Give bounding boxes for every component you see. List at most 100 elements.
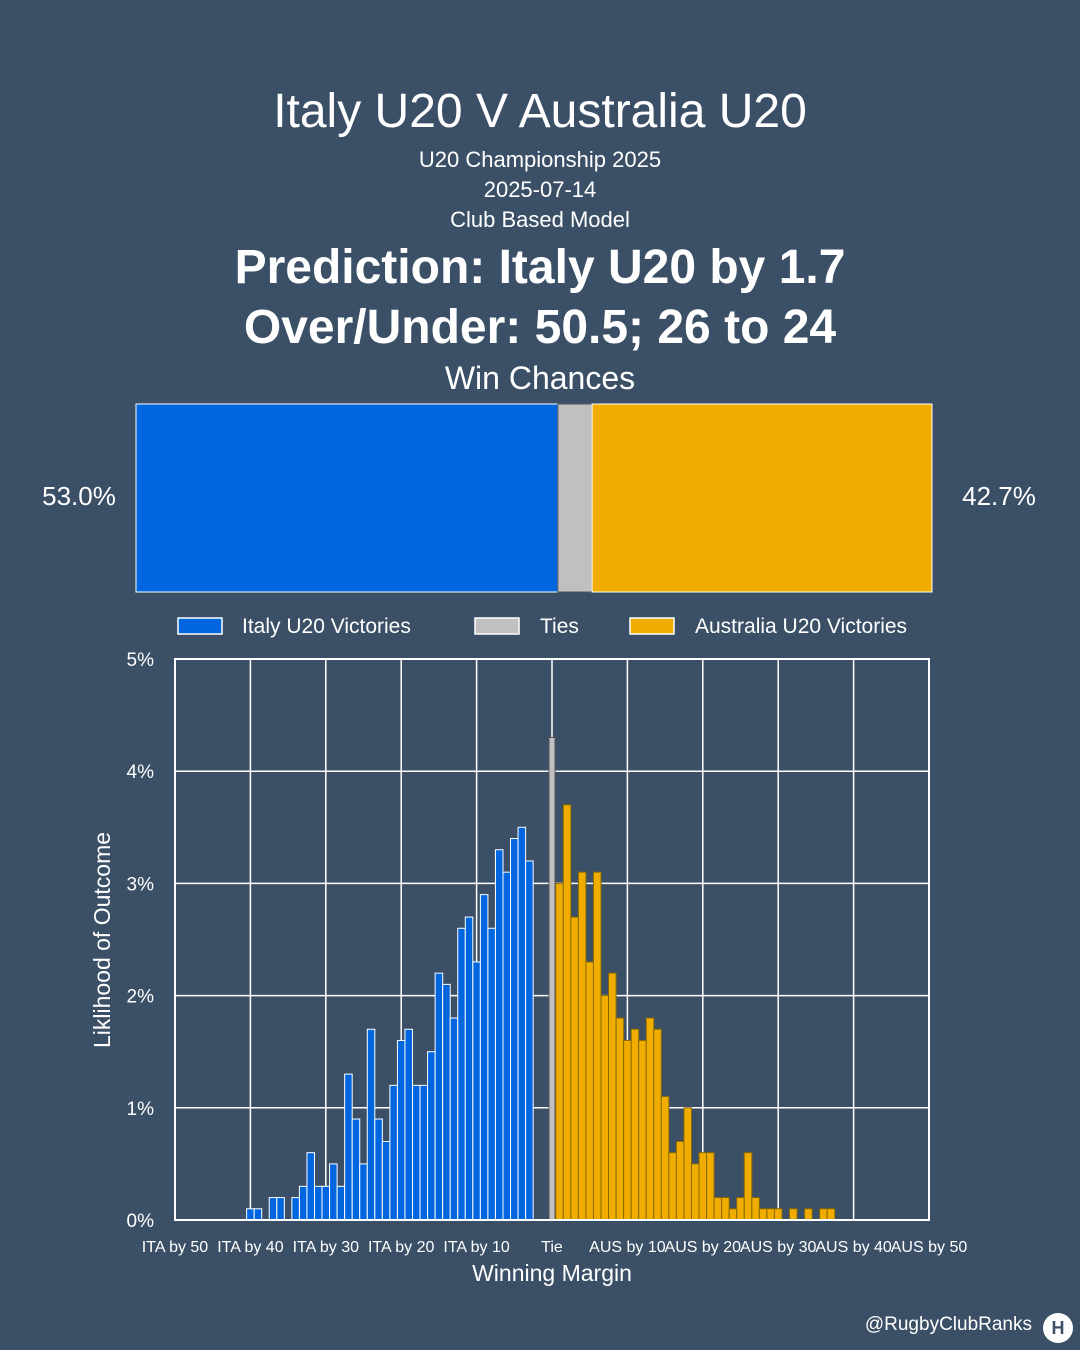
x-tick-label: AUS by 10	[589, 1239, 666, 1256]
histogram-bar	[510, 838, 519, 1221]
histogram-bar	[555, 882, 564, 1221]
histogram-bar	[268, 1197, 278, 1221]
y-tick-label: 3%	[127, 874, 155, 895]
histogram-bar	[721, 1197, 730, 1221]
histogram-bar	[789, 1208, 798, 1221]
histogram-bar	[298, 1185, 308, 1221]
histogram-bar	[826, 1208, 836, 1221]
histogram-bar	[577, 871, 587, 1221]
chart-title: Italy U20 V Australia U20	[273, 85, 807, 138]
histogram-bar	[743, 1152, 753, 1221]
histogram-bar	[758, 1208, 768, 1221]
histogram-bar	[623, 1039, 632, 1221]
legend-label-home: Italy U20 Victories	[242, 615, 411, 638]
histogram-bar	[313, 1185, 323, 1221]
histogram-bar	[449, 1017, 459, 1221]
histogram-bar	[773, 1208, 783, 1221]
histogram-bar	[615, 1017, 625, 1221]
histogram-bar	[344, 1073, 353, 1221]
histogram-bar	[548, 737, 556, 1221]
x-axis-ticks: ITA by 50 ITA by 40 ITA by 30 ITA by 20 ITA …	[142, 1239, 968, 1256]
x-tick-label: ITA by 10	[443, 1239, 510, 1256]
model-label: Club Based Model	[450, 207, 630, 232]
histogram-bar	[336, 1185, 346, 1221]
x-tick-label: AUS by 30	[740, 1239, 817, 1256]
histogram-bar	[592, 871, 602, 1221]
histogram-bar	[366, 1028, 376, 1221]
home-win-pct: 53.0%	[42, 481, 116, 511]
win-chances-bar	[135, 403, 933, 593]
histogram-bar	[306, 1152, 315, 1221]
over-under-text: Over/Under: 50.5; 26 to 24	[243, 301, 837, 354]
histogram-bar	[698, 1152, 708, 1221]
histogram-bar	[253, 1208, 263, 1221]
histogram-bar	[736, 1197, 745, 1221]
y-tick-label: 4%	[127, 762, 155, 783]
legend-swatch-tie	[474, 617, 520, 635]
histogram-bar	[562, 804, 572, 1221]
legend-swatch-home	[177, 617, 223, 635]
histogram-bar	[653, 1028, 662, 1221]
x-tick-label: ITA by 50	[142, 1239, 209, 1256]
win-bar-away	[591, 403, 933, 593]
histogram-bar	[683, 1107, 692, 1221]
histogram-bar	[329, 1163, 338, 1221]
histogram-bar	[472, 961, 481, 1221]
x-tick-label: ITA by 20	[368, 1239, 435, 1256]
histogram-bar	[819, 1208, 828, 1221]
legend-swatch-away	[629, 617, 675, 635]
prediction-text: Prediction: Italy U20 by 1.7	[234, 241, 846, 294]
histogram-bar	[690, 1163, 700, 1221]
histogram-bar	[427, 1051, 436, 1221]
histogram-bar	[728, 1208, 738, 1221]
histogram-bar	[381, 1140, 391, 1221]
y-axis-label: Liklihood of Outcome	[89, 832, 115, 1048]
histogram-bar	[359, 1163, 368, 1221]
histogram-bar	[766, 1208, 775, 1221]
histogram-bar	[608, 972, 617, 1221]
histogram-bar	[321, 1185, 331, 1221]
x-tick-label: AUS by 20	[665, 1239, 742, 1256]
histogram-bar	[517, 826, 527, 1221]
legend: Italy U20 Victories Ties Australia U20 V…	[177, 615, 907, 638]
competition-label: U20 Championship 2025	[418, 147, 662, 172]
histogram-bar	[291, 1197, 300, 1221]
histogram-bar	[351, 1118, 361, 1221]
histogram-bar	[706, 1152, 715, 1221]
histogram-bar	[585, 961, 594, 1221]
x-tick-label: Tie	[541, 1239, 563, 1256]
y-tick-label: 1%	[127, 1099, 155, 1120]
legend-label-away: Australia U20 Victories	[695, 615, 907, 638]
histogram-bar	[419, 1084, 429, 1221]
match-date: 2025-07-14	[483, 177, 597, 202]
histogram-bar	[570, 916, 579, 1221]
histogram-bar	[479, 894, 489, 1221]
histogram-bar	[600, 995, 610, 1221]
histogram-bar	[713, 1197, 723, 1221]
histogram-bar	[276, 1197, 285, 1221]
win-chances-title: Win Chances	[444, 360, 636, 396]
y-tick-label: 5%	[127, 650, 155, 671]
histogram-bar	[804, 1208, 813, 1221]
histogram-bar	[668, 1152, 677, 1221]
histogram-bar	[487, 927, 496, 1221]
histogram-bar	[494, 849, 504, 1221]
histogram-bar	[442, 983, 451, 1221]
x-tick-label: AUS by 50	[891, 1239, 968, 1256]
histogram-bar	[246, 1208, 255, 1221]
rugby-posts-icon: H	[1043, 1313, 1073, 1343]
histogram-bar	[638, 1039, 647, 1221]
y-tick-label: 0%	[127, 1211, 155, 1232]
win-bar-home	[135, 403, 559, 593]
away-win-pct: 42.7%	[962, 481, 1036, 511]
histogram-bar	[660, 1096, 670, 1221]
histogram-bar	[525, 860, 534, 1221]
x-tick-label: AUS by 40	[815, 1239, 892, 1256]
histogram-bar	[457, 927, 466, 1221]
plot-frame	[174, 658, 930, 1221]
histogram-bar	[389, 1084, 398, 1221]
histogram-bar	[434, 972, 444, 1221]
chart-bars	[246, 737, 836, 1221]
x-tick-label: ITA by 30	[293, 1239, 360, 1256]
